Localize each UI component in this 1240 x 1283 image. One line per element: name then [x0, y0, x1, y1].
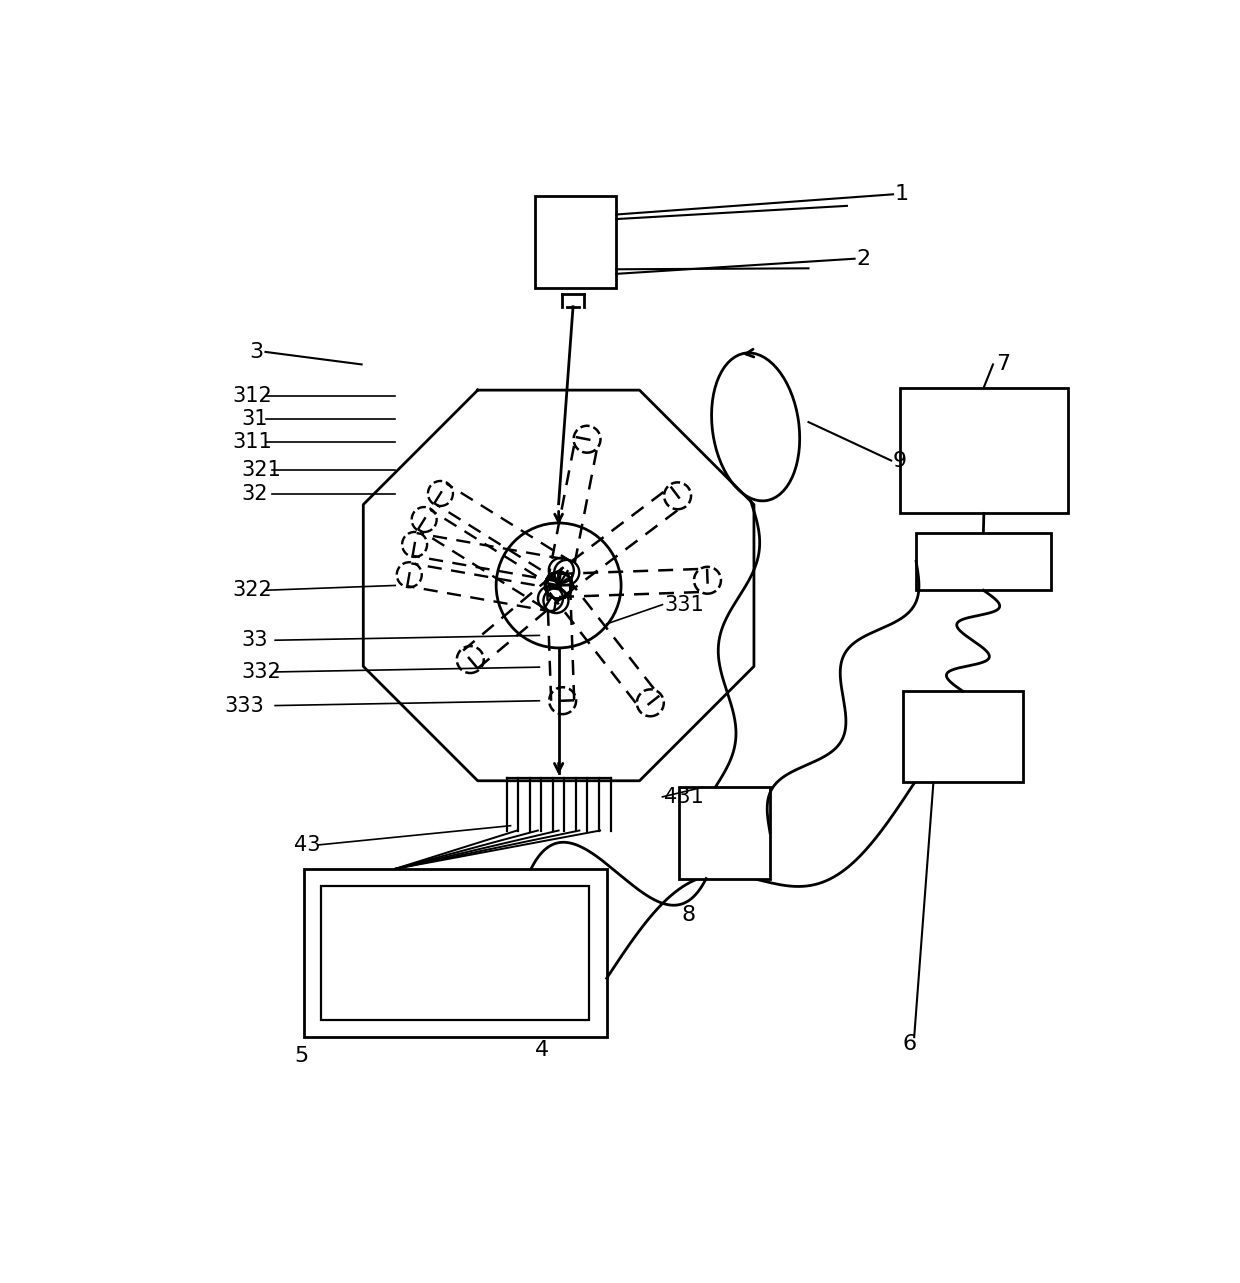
- Text: 7: 7: [996, 354, 1011, 375]
- Text: 8: 8: [682, 905, 696, 925]
- Text: 31: 31: [242, 409, 268, 430]
- Bar: [916, 532, 1050, 590]
- Text: 2: 2: [857, 249, 870, 268]
- Bar: [304, 869, 606, 1037]
- Text: 32: 32: [242, 484, 268, 504]
- Text: 332: 332: [242, 662, 281, 683]
- Bar: [678, 788, 770, 879]
- Text: 333: 333: [224, 695, 264, 716]
- Bar: [903, 692, 1023, 783]
- Text: 431: 431: [665, 786, 704, 807]
- Text: 1: 1: [895, 185, 909, 204]
- Text: 312: 312: [232, 386, 272, 407]
- Text: 9: 9: [893, 450, 908, 471]
- Text: 3: 3: [249, 343, 263, 362]
- Text: 321: 321: [242, 461, 281, 480]
- Text: 311: 311: [232, 432, 272, 453]
- Bar: [534, 196, 616, 287]
- Text: 4: 4: [534, 1039, 549, 1060]
- Text: 43: 43: [294, 835, 321, 854]
- Text: 5: 5: [294, 1047, 309, 1066]
- Text: 33: 33: [242, 630, 268, 650]
- Bar: [321, 887, 589, 1020]
- Text: 322: 322: [232, 580, 272, 600]
- Bar: [900, 389, 1068, 513]
- Text: 6: 6: [903, 1034, 916, 1053]
- Text: 331: 331: [665, 594, 704, 615]
